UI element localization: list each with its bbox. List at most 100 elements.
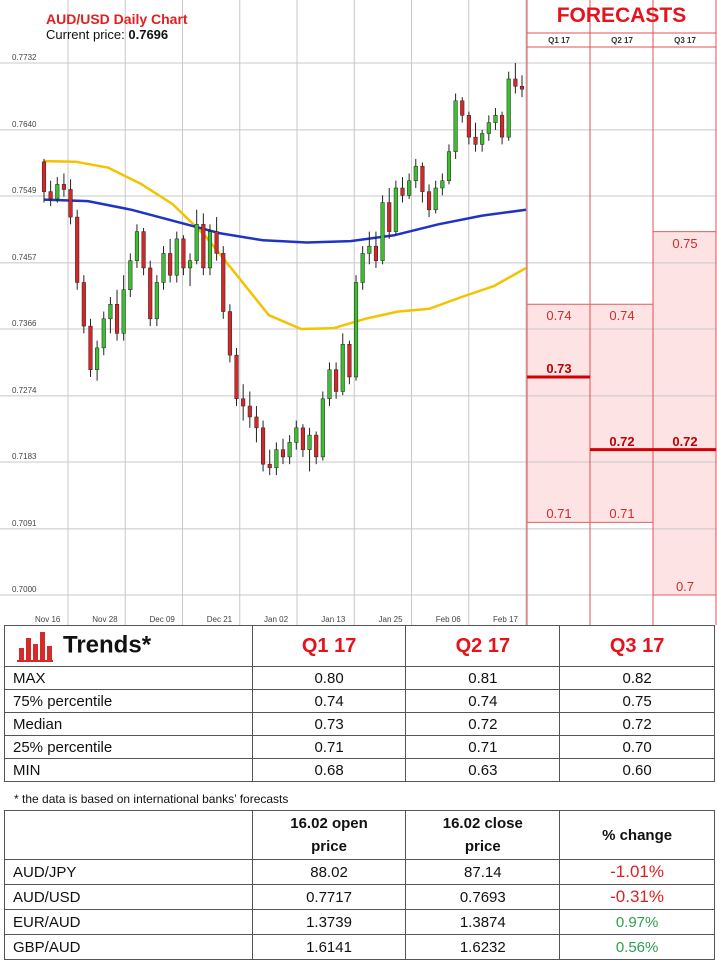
candle-body	[234, 354, 239, 400]
candle-body	[81, 282, 86, 327]
y-tick-label: 0.7091	[12, 519, 37, 528]
close-price: 1.6232	[405, 934, 561, 960]
trends-col-q3: Q3 17	[559, 625, 715, 667]
candle-body	[327, 369, 332, 400]
candle-body	[506, 78, 511, 138]
table-row: EUR/AUD 1.3739 1.3874 0.97%	[4, 909, 715, 935]
current-price-value: 0.7696	[128, 27, 169, 42]
y-tick-label: 0.7274	[12, 386, 37, 395]
candle-body	[95, 347, 100, 370]
candle-body	[387, 202, 392, 232]
candle-body	[114, 304, 120, 334]
table-row: MAX 0.80 0.81 0.82	[4, 666, 715, 690]
candle-body	[486, 122, 491, 134]
candle-body	[440, 180, 445, 189]
pct-change: -0.31%	[559, 884, 715, 910]
candle-body	[280, 449, 286, 458]
cell: 0.71	[405, 735, 561, 759]
pair-label: AUD/USD	[4, 884, 253, 910]
chart-title: AUD/USD Daily Chart	[46, 11, 188, 27]
candle-body	[207, 231, 213, 269]
candle-body	[347, 344, 352, 378]
forecast-low-value: 0.7	[675, 579, 695, 594]
candle-body	[168, 253, 173, 276]
forecast-mid-value: 0.73	[546, 361, 572, 376]
candle-body	[188, 260, 193, 269]
x-tick-label: Jan 13	[321, 615, 346, 624]
pct-change: 0.97%	[559, 909, 715, 935]
table-row: 25% percentile 0.71 0.71 0.70	[4, 735, 715, 759]
cell: 0.71	[251, 735, 407, 759]
pair-label: AUD/JPY	[4, 859, 253, 885]
cell: 0.72	[405, 712, 561, 736]
forecast-mid-value: 0.72	[609, 434, 635, 449]
x-tick-label: Jan 25	[379, 615, 404, 624]
open-price: 1.3739	[251, 909, 407, 935]
candle-body	[41, 161, 47, 192]
candle-body	[161, 253, 166, 283]
candle-body	[154, 282, 159, 320]
forecast-quarter-q3: Q3 17	[674, 36, 696, 45]
forecasts-title: FORECASTS	[556, 4, 687, 27]
candle-body	[400, 187, 405, 196]
forecast-range	[590, 304, 653, 523]
cell: 0.74	[405, 689, 561, 713]
x-tick-label: Dec 09	[150, 615, 176, 624]
candle-body	[174, 238, 179, 276]
candle-body	[75, 216, 80, 283]
candle-body	[473, 136, 478, 145]
cell: 0.60	[559, 758, 715, 782]
forecast-high-value: 0.74	[609, 308, 635, 323]
candle-body	[68, 189, 73, 218]
row-label: 25% percentile	[4, 735, 253, 759]
cell: 0.70	[559, 735, 715, 759]
candle-body	[254, 416, 259, 429]
trends-title: Trends*	[63, 631, 152, 659]
candle-body	[194, 224, 199, 261]
forecast-high-value: 0.74	[546, 308, 572, 323]
candle-body	[427, 191, 432, 211]
open-price: 0.7717	[251, 884, 407, 910]
x-tick-label: Dec 21	[207, 615, 233, 624]
candle-body	[380, 202, 385, 261]
forecast-mid-value: 0.72	[672, 434, 698, 449]
candle-body	[500, 115, 505, 138]
candle-body	[294, 427, 299, 443]
forecast-quarter-q2: Q2 17	[611, 36, 633, 45]
trends-title-cell: Trends*	[4, 625, 253, 667]
candle-body	[88, 325, 93, 370]
pair-label: GBP/AUD	[4, 934, 253, 960]
table-row: Median 0.73 0.72 0.72	[4, 712, 715, 736]
y-tick-label: 0.7732	[12, 53, 37, 62]
row-label: MAX	[4, 666, 253, 690]
table-row: 75% percentile 0.74 0.74 0.75	[4, 689, 715, 713]
cell: 0.73	[251, 712, 407, 736]
candle-body	[55, 184, 60, 200]
candle-body	[493, 115, 498, 123]
candle-body	[48, 191, 53, 200]
forecast-low-value: 0.71	[609, 506, 635, 521]
forecast-high-value: 0.75	[672, 236, 698, 251]
trends-col-q2: Q2 17	[405, 625, 561, 667]
candle-body	[334, 369, 339, 392]
trends-table: Trends* Q1 17 Q2 17 Q3 17 MAX 0.80 0.81 …	[4, 625, 715, 782]
trends-header-row: Trends* Q1 17 Q2 17 Q3 17	[4, 625, 715, 667]
y-tick-label: 0.7366	[12, 319, 37, 328]
candle-body	[360, 253, 365, 283]
candle-body	[420, 165, 425, 192]
candle-body	[181, 238, 186, 269]
candle-body	[227, 311, 232, 356]
fx-header-open-line2: price	[311, 838, 347, 855]
candle-body	[453, 100, 458, 152]
candle-body	[513, 78, 518, 87]
candle-body	[221, 253, 226, 312]
fx-header-change: % change	[559, 810, 715, 860]
row-label: Median	[4, 712, 253, 736]
candle-body	[373, 245, 378, 261]
candle-body	[393, 187, 398, 232]
y-tick-label: 0.7549	[12, 186, 37, 195]
candle-body	[108, 304, 113, 320]
pct-change: 0.56%	[559, 934, 715, 960]
x-tick-label: Nov 16	[35, 615, 61, 624]
forecast-range	[653, 231, 716, 596]
